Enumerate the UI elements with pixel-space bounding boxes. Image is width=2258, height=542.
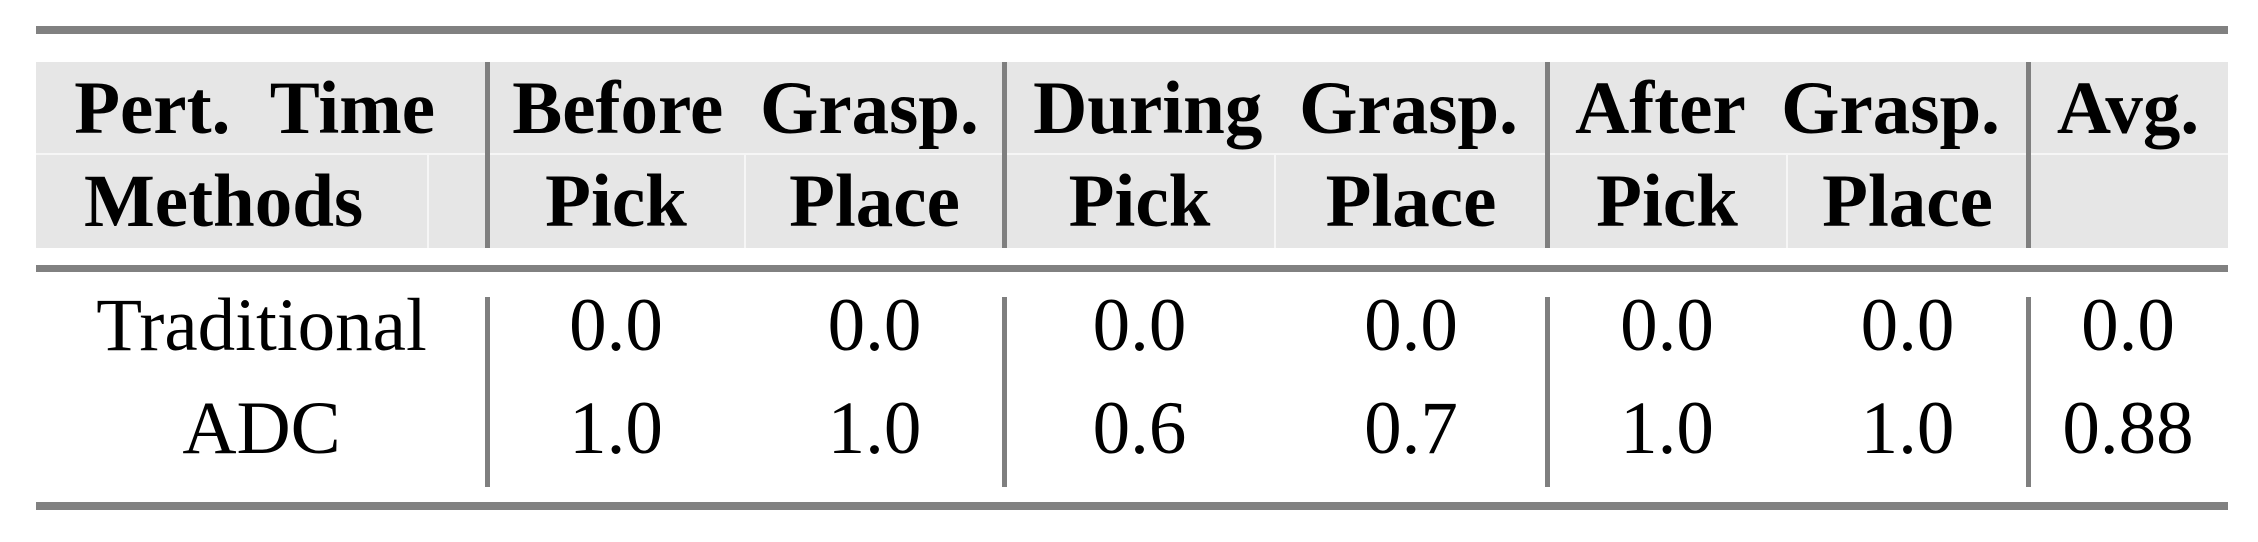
mid-rule (36, 265, 2228, 272)
adc-before-place: 1.0 (827, 386, 922, 470)
traditional-during-pick: 0.0 (1092, 283, 1187, 367)
corner-header-methods: Methods (84, 159, 364, 243)
corner-header-pert-time: Pert. Time (74, 66, 435, 150)
column-divider (1002, 297, 1007, 487)
avg-subheader-empty (2028, 154, 2228, 248)
group-header-after-grasp: After Grasp. (1575, 66, 2000, 150)
header-cell-split-line (1274, 155, 1276, 248)
adc-after-pick: 1.0 (1620, 386, 1714, 470)
column-divider (2026, 62, 2031, 248)
column-divider (485, 62, 490, 248)
traditional-after-pick: 0.0 (1620, 283, 1714, 367)
subheader-after-place: Place (1822, 159, 1993, 243)
traditional-after-place: 0.0 (1860, 283, 1955, 367)
column-divider (2026, 297, 2031, 487)
subheader-during-place: Place (1325, 159, 1497, 243)
adc-avg: 0.88 (2062, 386, 2194, 470)
method-label-traditional: Traditional (96, 283, 427, 367)
header-cell-split-line (427, 155, 429, 248)
method-label-adc: ADC (182, 386, 341, 470)
traditional-during-place: 0.0 (1364, 283, 1458, 367)
adc-before-pick: 1.0 (569, 386, 663, 470)
header-cell-split-line (1786, 155, 1788, 248)
subheader-before-pick: Pick (545, 159, 687, 243)
traditional-avg: 0.0 (2081, 283, 2175, 367)
adc-during-pick: 0.6 (1092, 386, 1187, 470)
header-row-split-line (36, 153, 2228, 155)
bottom-rule (36, 502, 2228, 510)
column-divider (1002, 62, 1007, 248)
top-rule (36, 26, 2228, 34)
column-divider (485, 297, 490, 487)
group-header-before-grasp: Before Grasp. (512, 66, 979, 150)
adc-after-place: 1.0 (1860, 386, 1955, 470)
column-divider (1545, 297, 1550, 487)
table-header: Pert. Time Before Grasp. During Grasp. A… (36, 62, 2228, 248)
adc-during-place: 0.7 (1364, 386, 1458, 470)
subheader-during-pick: Pick (1068, 159, 1211, 243)
group-header-during-grasp: During Grasp. (1033, 66, 1518, 150)
subheader-after-pick: Pick (1596, 159, 1738, 243)
traditional-before-pick: 0.0 (569, 283, 663, 367)
avg-header: Avg. (2056, 66, 2200, 150)
traditional-before-place: 0.0 (827, 283, 922, 367)
header-cell-split-line (744, 155, 746, 248)
subheader-before-place: Place (789, 159, 960, 243)
column-divider (1545, 62, 1550, 248)
table-body: Traditional 0.0 0.0 0.0 0.0 0.0 0.0 0.0 … (36, 272, 2228, 478)
